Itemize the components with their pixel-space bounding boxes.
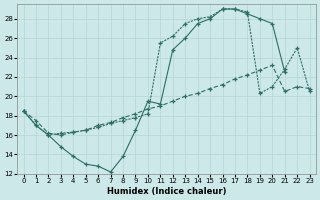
X-axis label: Humidex (Indice chaleur): Humidex (Indice chaleur): [107, 187, 226, 196]
